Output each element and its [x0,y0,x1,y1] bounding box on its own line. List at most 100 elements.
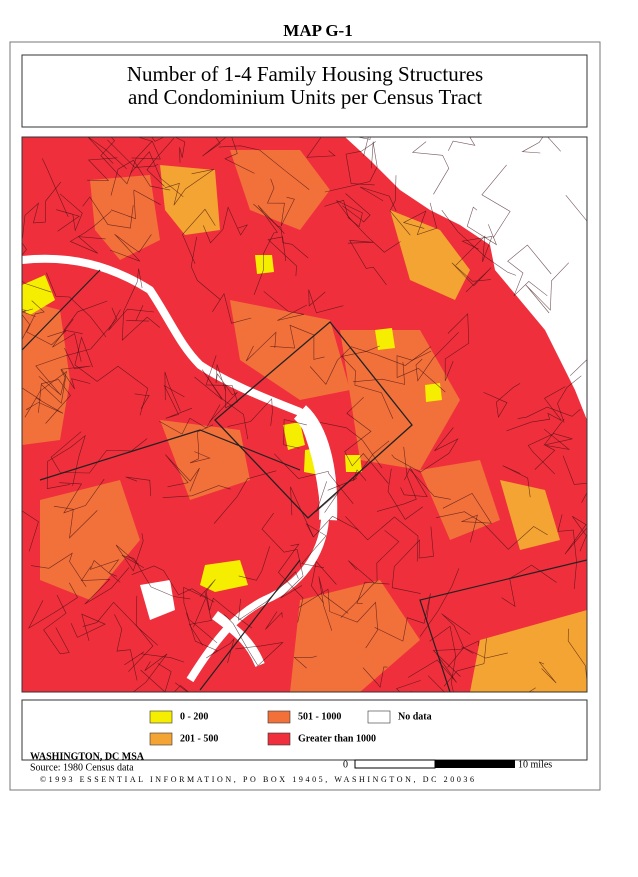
legend-label: 201 - 500 [180,733,218,744]
legend-label: 501 - 1000 [298,711,341,722]
tract-line [557,375,582,423]
tract-line [42,158,69,217]
tract-line [194,369,249,440]
tract-line [525,262,570,314]
tract-line [132,653,168,692]
tract-line [324,199,401,253]
title-box [21,54,588,128]
tract-line [22,242,52,293]
tract-line [253,205,285,296]
tract-line [415,331,459,382]
tract-line [159,404,221,435]
tract-line [400,467,428,498]
tract-line [341,345,394,419]
tract-line [274,453,354,504]
tract-line [362,666,388,688]
tract-line [182,208,216,264]
tract-line [121,268,160,341]
region [345,137,587,420]
tract-line [43,594,70,655]
tract-line [407,653,457,683]
tract-line [124,651,185,666]
tract-line [318,576,349,631]
tract-line [238,571,299,621]
tract-line [290,486,359,538]
tract-line [146,137,175,187]
tract-line [461,646,508,659]
tract-line [507,244,552,297]
tract-line [115,533,144,572]
tract-line [202,137,255,174]
tract-line [128,595,154,672]
region [283,422,305,450]
tract-line [506,386,566,432]
tract-line [213,470,277,524]
tract-line [30,552,87,587]
legend-label: Greater than 1000 [298,733,376,744]
tract-line [311,560,337,604]
tract-line [345,516,419,562]
tract-line [352,361,406,385]
tract-line [432,640,479,677]
legend-swatch [149,732,173,746]
tract-line [306,137,336,158]
frame [9,41,601,791]
tract-line [521,137,561,154]
region [425,383,442,402]
tract-line [212,292,252,324]
region [375,328,395,350]
tract-line [455,235,493,266]
tract-line [283,419,307,449]
tract-line [164,169,215,206]
tract-line [165,454,200,492]
tract-line [52,318,82,362]
tract-line [441,210,517,276]
tract-line [107,139,159,168]
tract-line [427,625,457,692]
region [230,150,330,230]
legend-label: No data [398,711,432,722]
map-id: MAP G-1 [283,21,352,40]
tract-line [35,307,118,395]
tract-line [69,210,112,254]
tract-line [538,661,557,684]
tract-line [82,601,158,646]
title-line: and Condominium Units per Census Tract [128,85,482,109]
tract-line [205,355,238,409]
source: Source: 1980 Census data [30,762,134,773]
tract-line [126,305,150,322]
tract-line [324,141,378,193]
tract-line [125,476,151,497]
tract-line [82,196,134,229]
tract-line [199,579,253,629]
region [390,210,470,300]
tract-line [188,590,212,646]
map-frame [21,136,588,693]
tract-line [389,175,411,236]
legend-label: 0 - 200 [180,711,208,722]
tract-line [87,137,127,170]
tract-line [466,206,498,246]
tract-line [301,523,327,569]
legend-box [21,699,588,761]
tract-line [502,465,531,498]
tract-line [320,422,383,469]
tract-line [483,383,521,418]
tract-line [436,511,548,550]
legend-swatch [267,710,291,724]
tract-line [140,663,172,692]
tract-line [130,151,184,198]
tract-line [108,308,155,331]
tract-line [56,193,83,232]
tract-line [190,236,221,300]
tract-line [352,440,390,481]
tract-line [557,514,577,590]
tract-line [183,586,218,644]
credit: ©1993 ESSENTIAL INFORMATION, PO BOX 1940… [40,775,477,784]
tract-line [151,137,186,163]
legend-swatch [149,710,173,724]
tract-line [347,240,387,285]
tract-line [121,555,191,600]
tract-line [110,189,161,220]
tract-line [342,193,371,223]
